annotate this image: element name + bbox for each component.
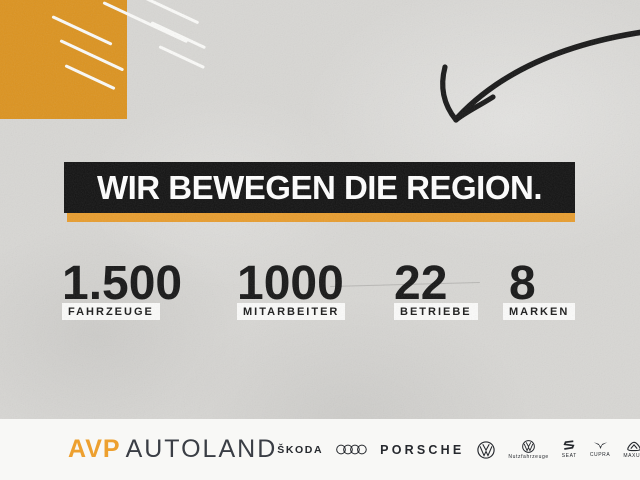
vw-nutzfahrzeuge-caption: Nutzfahrzeuge bbox=[508, 453, 549, 460]
seat-logo: SEAT bbox=[562, 440, 577, 459]
avp-logo-prefix: AVP bbox=[68, 435, 121, 463]
stat-value: 8 bbox=[509, 257, 536, 310]
stripe bbox=[158, 45, 206, 70]
stat-value: 1000 bbox=[237, 257, 344, 310]
maxus-caption: MAXUS bbox=[623, 452, 640, 459]
footer-logo-bar: AVP AUTOLAND ŠKODA PORSCHE bbox=[0, 419, 640, 480]
maxus-logo: MAXUS bbox=[623, 441, 640, 459]
stat-locations: 22 BETRIEBE bbox=[394, 257, 478, 320]
cupra-logo: CUPRA bbox=[590, 441, 611, 458]
headline-orange-underline bbox=[67, 213, 575, 222]
porsche-logo: PORSCHE bbox=[380, 443, 464, 457]
headline-banner: WIR BEWEGEN DIE REGION. bbox=[64, 162, 575, 222]
stat-vehicles: 1.500 FAHRZEUGE bbox=[62, 257, 183, 320]
headline-text: WIR BEWEGEN DIE REGION. bbox=[64, 162, 575, 213]
cupra-icon bbox=[593, 442, 607, 449]
stat-label: FAHRZEUGE bbox=[62, 303, 160, 320]
porsche-wordmark: PORSCHE bbox=[380, 442, 465, 457]
stat-value: 22 bbox=[394, 257, 448, 310]
stat-label: MARKEN bbox=[503, 303, 576, 320]
stat-label: MITARBEITER bbox=[237, 303, 346, 320]
stat-value: 1.500 bbox=[62, 257, 183, 310]
maxus-icon bbox=[627, 441, 640, 451]
avp-autoland-logo: AVP AUTOLAND bbox=[68, 435, 277, 464]
audi-rings-icon bbox=[336, 444, 367, 455]
skoda-wordmark: ŠKODA bbox=[277, 443, 324, 456]
vw-small-icon bbox=[522, 439, 535, 453]
cupra-caption: CUPRA bbox=[589, 452, 611, 458]
stat-brands: 8 MARKEN bbox=[503, 257, 576, 320]
avp-logo-name: AUTOLAND bbox=[125, 435, 278, 463]
seat-s-icon bbox=[563, 440, 575, 450]
skoda-logo: ŠKODA bbox=[277, 444, 323, 456]
vw-nutzfahrzeuge-logo: Nutzfahrzeuge bbox=[508, 439, 549, 460]
stat-employees: 1000 MITARBEITER bbox=[237, 257, 346, 320]
stat-label: BETRIEBE bbox=[394, 303, 478, 320]
brand-logos-row: ŠKODA PORSCHE bbox=[277, 439, 640, 460]
orange-accent-square bbox=[0, 0, 127, 119]
seat-caption: SEAT bbox=[561, 453, 577, 459]
vw-logo-icon bbox=[477, 440, 496, 459]
